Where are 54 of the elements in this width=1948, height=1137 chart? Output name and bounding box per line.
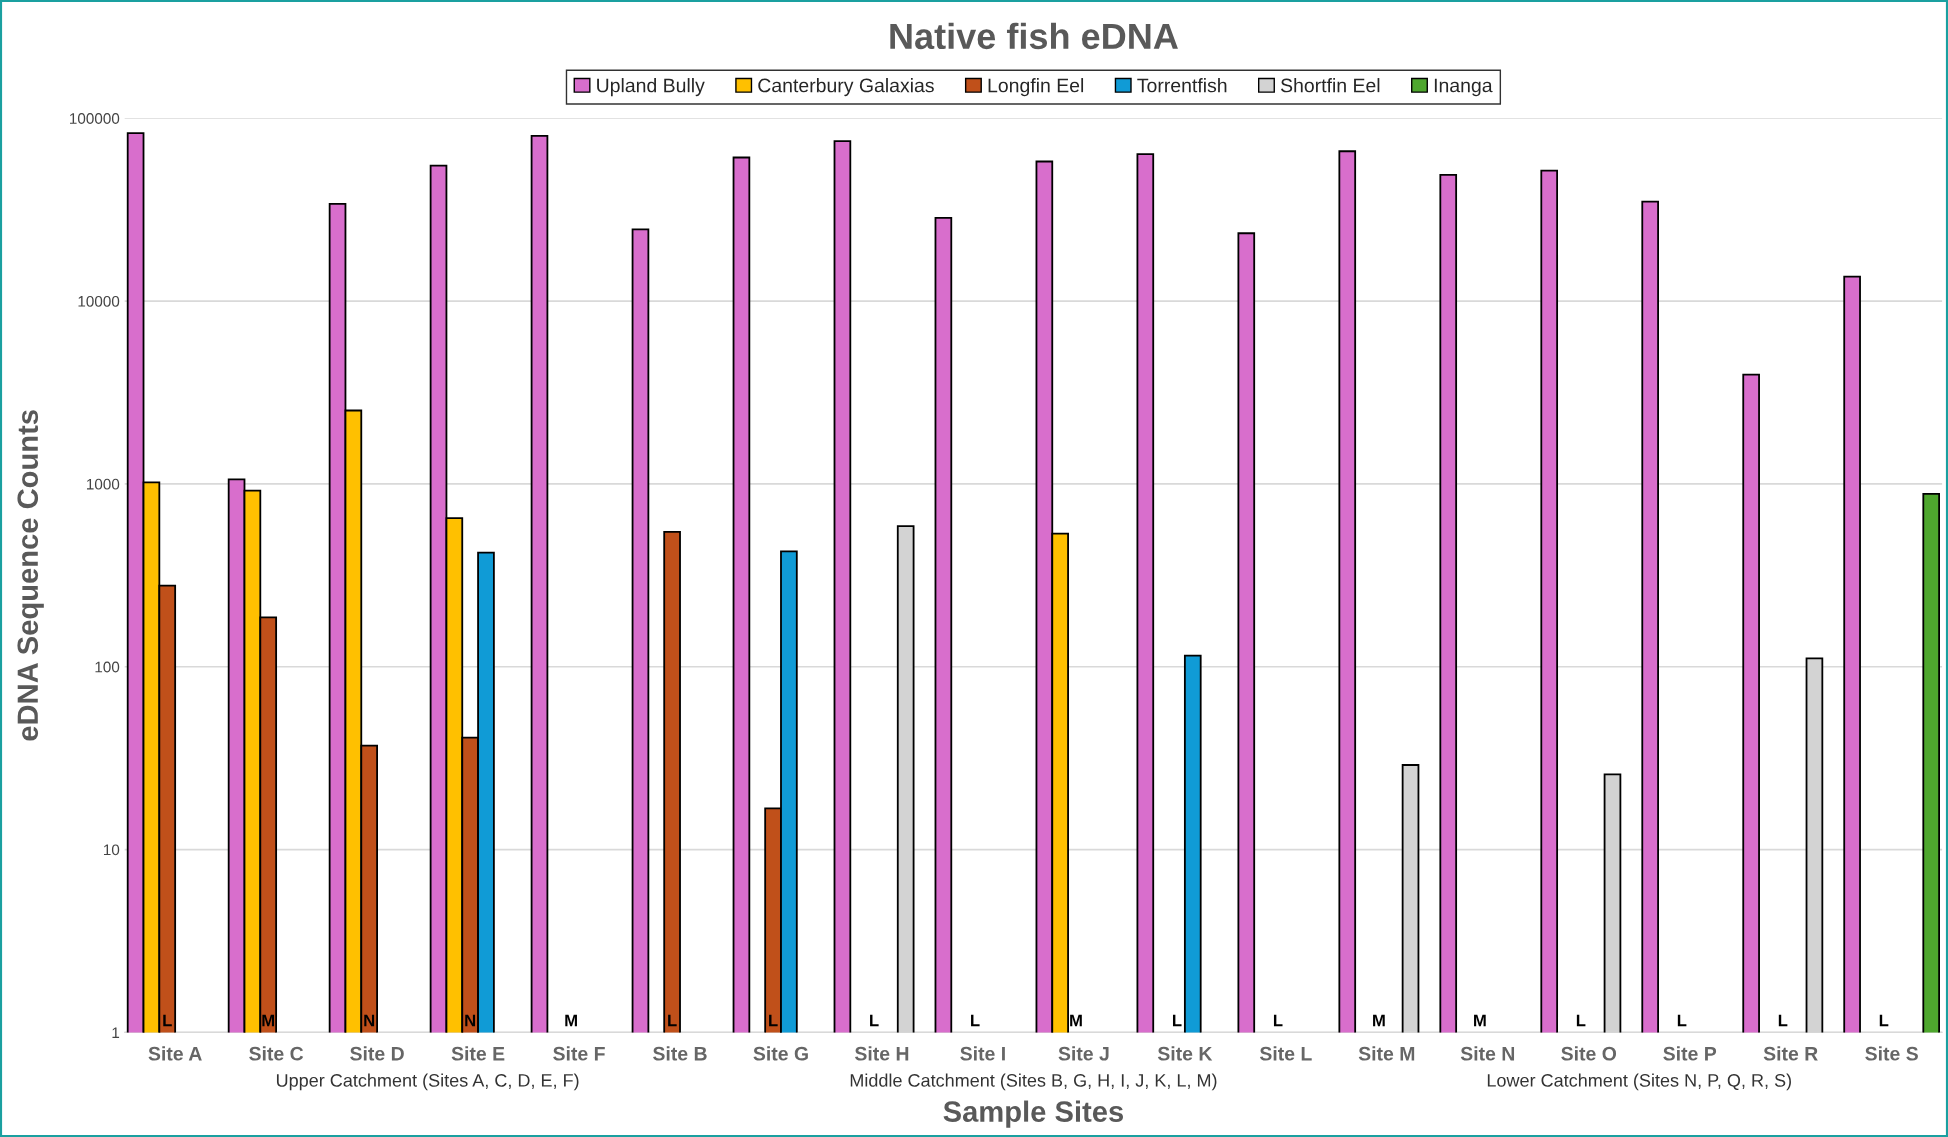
x-tick-label: Site N xyxy=(1460,1046,1515,1061)
x-tick-label: Site I xyxy=(960,1046,1005,1061)
x-tick-label: Site F xyxy=(553,1046,605,1061)
x-tick-label: Site P xyxy=(1663,1046,1717,1061)
x-tick-label: Site D xyxy=(350,1046,404,1061)
text: Middle Catchment (Sites B, G, H, I, J, K, L, M) xyxy=(850,1073,1217,1091)
annotation: M xyxy=(1373,1014,1385,1027)
x-tick-label: Site S xyxy=(1865,1046,1918,1061)
annotation: L xyxy=(1778,1014,1788,1027)
annotation: L xyxy=(1879,1014,1889,1027)
y-tick-label: 100000 xyxy=(70,113,120,124)
x-axis-title: Sample Sites xyxy=(943,1100,1123,1128)
y-tick-label: 1000 xyxy=(86,478,120,490)
x-tick-label: Site A xyxy=(148,1046,202,1061)
legend-label: Torrentfish xyxy=(1137,78,1227,93)
x-tick-label: Site H xyxy=(854,1046,909,1061)
x-tick-label: Site C xyxy=(249,1046,304,1061)
legend-label: Upland Bully xyxy=(597,78,705,97)
x-tick-label: Site B xyxy=(653,1046,707,1061)
x-tick-label: Site G xyxy=(753,1046,808,1061)
y-tick-label: 10 xyxy=(103,844,120,856)
annotation: L xyxy=(971,1014,980,1027)
annotation: N xyxy=(364,1014,375,1027)
legend-label: Canterbury Galaxias xyxy=(758,78,934,97)
annotation: L xyxy=(1677,1014,1687,1027)
annotation: L xyxy=(1273,1014,1283,1027)
annotation: M xyxy=(1070,1014,1082,1027)
legend-label: Inanga xyxy=(1434,78,1493,97)
annotation: L xyxy=(1576,1014,1586,1027)
text: Lower Catchment (Sites N, P, Q, R, S) xyxy=(1487,1073,1791,1091)
x-tick-label: Site L xyxy=(1259,1046,1312,1061)
annotation: L xyxy=(163,1014,172,1027)
x-tick-label: Site R xyxy=(1763,1046,1818,1061)
legend-label: Longfin Eel xyxy=(988,78,1084,97)
x-tick-label: Site K xyxy=(1157,1046,1213,1061)
annotation: L xyxy=(668,1014,677,1027)
text: Upper Catchment (Sites A, C, D, E, F) xyxy=(276,1073,579,1091)
y-tick-label: 1 xyxy=(112,1027,120,1038)
annotation: L xyxy=(769,1014,778,1027)
annotation: L xyxy=(1172,1014,1182,1027)
y-axis-title: eDNA Sequence Counts xyxy=(17,410,44,741)
legend-label: Shortfin Eel xyxy=(1280,78,1380,93)
y-tick-label: 100 xyxy=(95,661,120,673)
x-tick-label: Site E xyxy=(451,1046,505,1061)
x-tick-label: Site J xyxy=(1058,1046,1109,1061)
annotation: M xyxy=(565,1014,577,1027)
x-tick-label: Site M xyxy=(1358,1046,1415,1061)
annotation: N xyxy=(465,1014,476,1027)
annotation: L xyxy=(870,1014,879,1027)
chart-title: Native fish eDNA xyxy=(890,22,1178,50)
y-tick-label: 10000 xyxy=(78,295,120,307)
annotation: M xyxy=(262,1014,275,1027)
x-tick-label: Site O xyxy=(1561,1046,1617,1061)
annotation: M xyxy=(1474,1014,1486,1027)
